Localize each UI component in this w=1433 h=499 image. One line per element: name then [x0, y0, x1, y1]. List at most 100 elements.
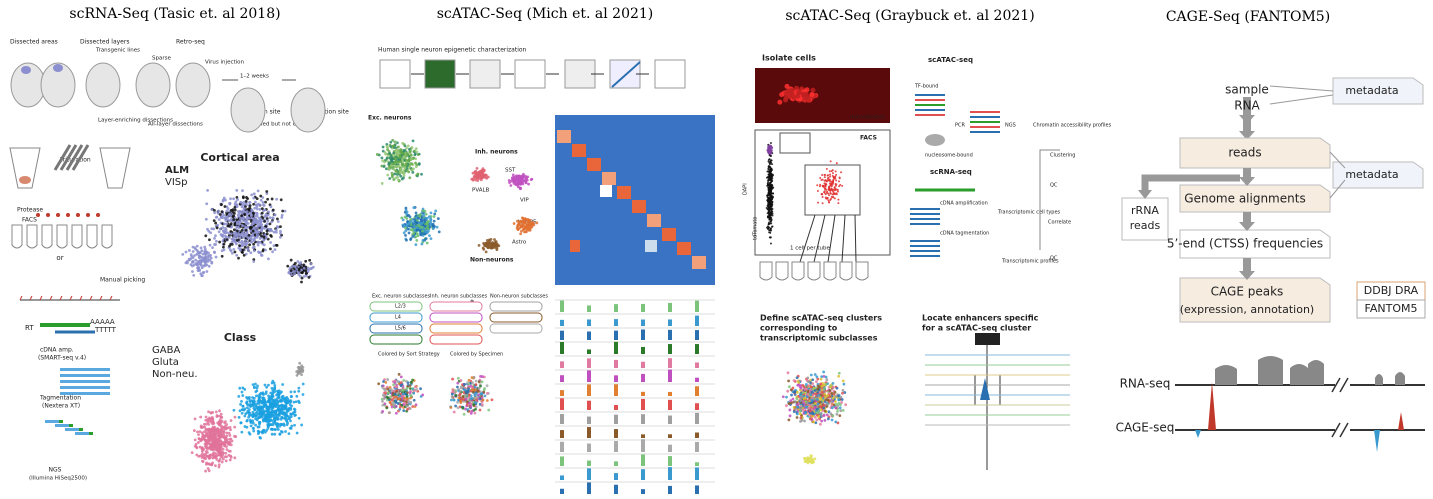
dot [395, 149, 399, 153]
track-peak [668, 344, 672, 354]
dot [252, 202, 256, 206]
dot [380, 156, 384, 160]
dot [840, 401, 844, 404]
dot [241, 231, 245, 235]
dot [523, 174, 527, 178]
dot [225, 448, 229, 451]
label: corresponding to [760, 324, 838, 333]
dot [220, 427, 224, 431]
dot [819, 411, 823, 415]
dot [473, 401, 477, 404]
dot [201, 452, 204, 456]
dot [213, 209, 216, 212]
dot [280, 403, 284, 407]
dot [481, 167, 485, 171]
dot [451, 388, 455, 392]
track-peak [587, 443, 591, 452]
dot [786, 389, 790, 393]
dot [406, 227, 410, 231]
dot [212, 227, 216, 231]
dot [240, 430, 244, 434]
dot [204, 217, 208, 221]
dot [471, 388, 475, 392]
dot [231, 215, 235, 219]
dot [235, 188, 239, 192]
track-peak [641, 391, 645, 396]
dot [273, 432, 277, 436]
dot [219, 446, 223, 450]
label: Examined but not collected [242, 122, 318, 128]
track-peak [695, 344, 699, 354]
dot [803, 456, 807, 460]
dot [247, 249, 251, 253]
dot [394, 385, 398, 389]
track-peak [614, 375, 618, 382]
dot [841, 408, 845, 412]
line [841, 214, 846, 263]
dot [815, 407, 819, 411]
track-peak [587, 319, 591, 326]
dot [811, 393, 815, 397]
dot [267, 394, 270, 398]
dot [213, 434, 216, 438]
dot [237, 211, 241, 215]
track-peak [668, 319, 672, 326]
dot [400, 388, 404, 392]
dot [791, 397, 795, 401]
dot [791, 386, 795, 390]
dot [467, 396, 471, 399]
dot [229, 214, 233, 218]
dot [826, 394, 829, 397]
dot [766, 212, 769, 215]
dot [394, 411, 398, 415]
dot [244, 228, 248, 232]
dot [257, 430, 261, 434]
dot [270, 235, 273, 238]
dot [267, 410, 270, 414]
dot [829, 412, 833, 416]
dot [262, 417, 266, 421]
label: Human single neuron epigenetic character… [378, 47, 527, 54]
dot [258, 392, 262, 396]
dot [214, 255, 218, 259]
dot [516, 227, 520, 231]
dot [277, 407, 280, 411]
dot [224, 459, 228, 463]
dot [770, 176, 773, 179]
dot [264, 248, 267, 252]
dot [405, 397, 409, 401]
dot [216, 427, 219, 430]
dot [414, 385, 417, 389]
dot [822, 414, 826, 418]
dot [821, 195, 824, 198]
label: Transcriptomic cell types [997, 210, 1061, 216]
label: TF-bound [914, 84, 938, 90]
dot [769, 220, 772, 223]
label: DAPI [743, 183, 749, 195]
dot [260, 207, 264, 211]
dot [489, 246, 493, 250]
dot [228, 458, 232, 462]
dot [429, 237, 433, 241]
label: enh [981, 336, 992, 343]
dot [769, 229, 772, 232]
dot [820, 390, 824, 394]
dot [409, 228, 413, 232]
dot [841, 388, 845, 392]
dot [284, 416, 288, 420]
dot [262, 238, 266, 242]
nucleosome [925, 134, 945, 146]
shape [910, 218, 940, 220]
dot [267, 414, 270, 418]
dot [252, 260, 256, 263]
dot [834, 188, 837, 191]
dot [205, 422, 208, 426]
dot [494, 244, 498, 248]
dot [253, 408, 257, 412]
dot [204, 257, 208, 261]
dot [415, 228, 419, 232]
dot [819, 183, 822, 186]
dot [187, 249, 191, 252]
dot [202, 447, 206, 451]
dot [191, 270, 194, 273]
